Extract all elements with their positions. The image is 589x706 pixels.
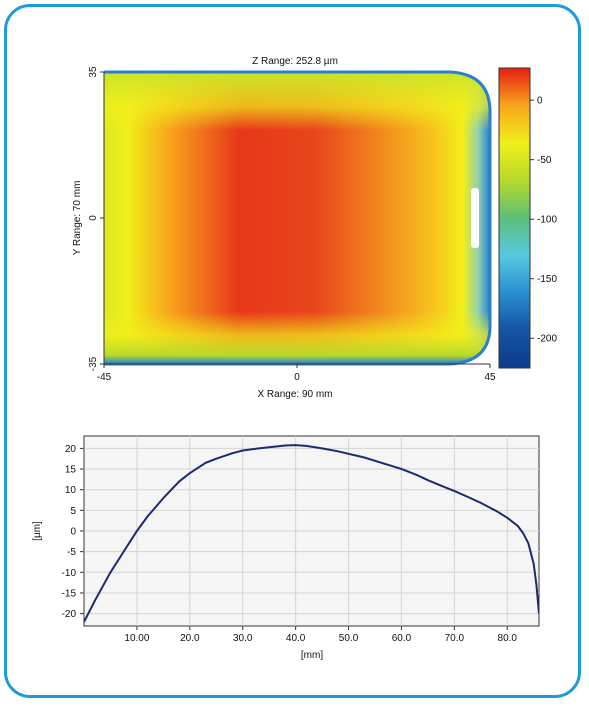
line-x-tick-label: 10.00 <box>124 633 149 644</box>
line-x-tick-label: 70.0 <box>445 633 465 644</box>
heatmap-chart: Z Range: 252.8 µm -45 0 45 35 0 -35 X Range: … <box>72 56 496 400</box>
line-y-tick-label: 20 <box>65 444 77 455</box>
colorbar-tick-label: -150 <box>537 274 557 285</box>
heatmap-ylabel: Y Range: 70 mm <box>72 181 83 256</box>
heatmap-edge <box>104 70 492 366</box>
line-y-tick-label: 5 <box>70 506 76 517</box>
line-y-tick-label: -10 <box>62 568 77 579</box>
line-y-tick-label: -5 <box>67 547 76 558</box>
heatmap-y-tick-label: -35 <box>88 356 99 371</box>
line-x-tick-label: 60.0 <box>392 633 412 644</box>
colorbar-tick-label: 0 <box>537 96 543 107</box>
line-x-tick-label: 30.0 <box>233 633 253 644</box>
heatmap-y-tick-label: 35 <box>88 66 99 78</box>
heatmap-title: Z Range: 252.8 µm <box>252 56 338 67</box>
heatmap-x-tick-label: 0 <box>294 372 300 383</box>
line-xlabel: [mm] <box>301 650 323 661</box>
line-x-tick-label: 80.0 <box>498 633 518 644</box>
heatmap-notch <box>471 188 479 248</box>
line-y-tick-label: -20 <box>62 609 77 620</box>
line-chart: 10.00 20.0 30.0 40.0 50.0 60.0 70.0 80.0 20 15 10 5… <box>32 435 540 661</box>
colorbar-tick-label: -50 <box>537 155 552 166</box>
line-y-tick-label: -15 <box>62 588 77 599</box>
heatmap-x-tick-label: -45 <box>97 372 112 383</box>
heatmap-y-tick-label: 0 <box>88 215 99 221</box>
colorbar-tick-label: -100 <box>537 215 557 226</box>
line-x-tick-label: 20.0 <box>180 633 200 644</box>
heatmap-surface <box>104 72 490 364</box>
heatmap-xlabel: X Range: 90 mm <box>257 389 332 400</box>
line-ylabel: [µm] <box>32 521 43 541</box>
colorbar-gradient <box>498 67 531 369</box>
profile-series-line <box>84 444 539 623</box>
line-x-tick-label: 40.0 <box>286 633 306 644</box>
colorbar: 0 -50 -100 -150 -200 <box>498 67 557 369</box>
line-y-tick-label: 10 <box>65 485 77 496</box>
heatmap-x-tick-label: 45 <box>484 372 496 383</box>
colorbar-tick-label: -200 <box>537 334 557 345</box>
line-x-tick-label: 50.0 <box>339 633 359 644</box>
line-y-tick-label: 0 <box>70 527 76 538</box>
line-y-tick-label: 15 <box>65 465 77 476</box>
